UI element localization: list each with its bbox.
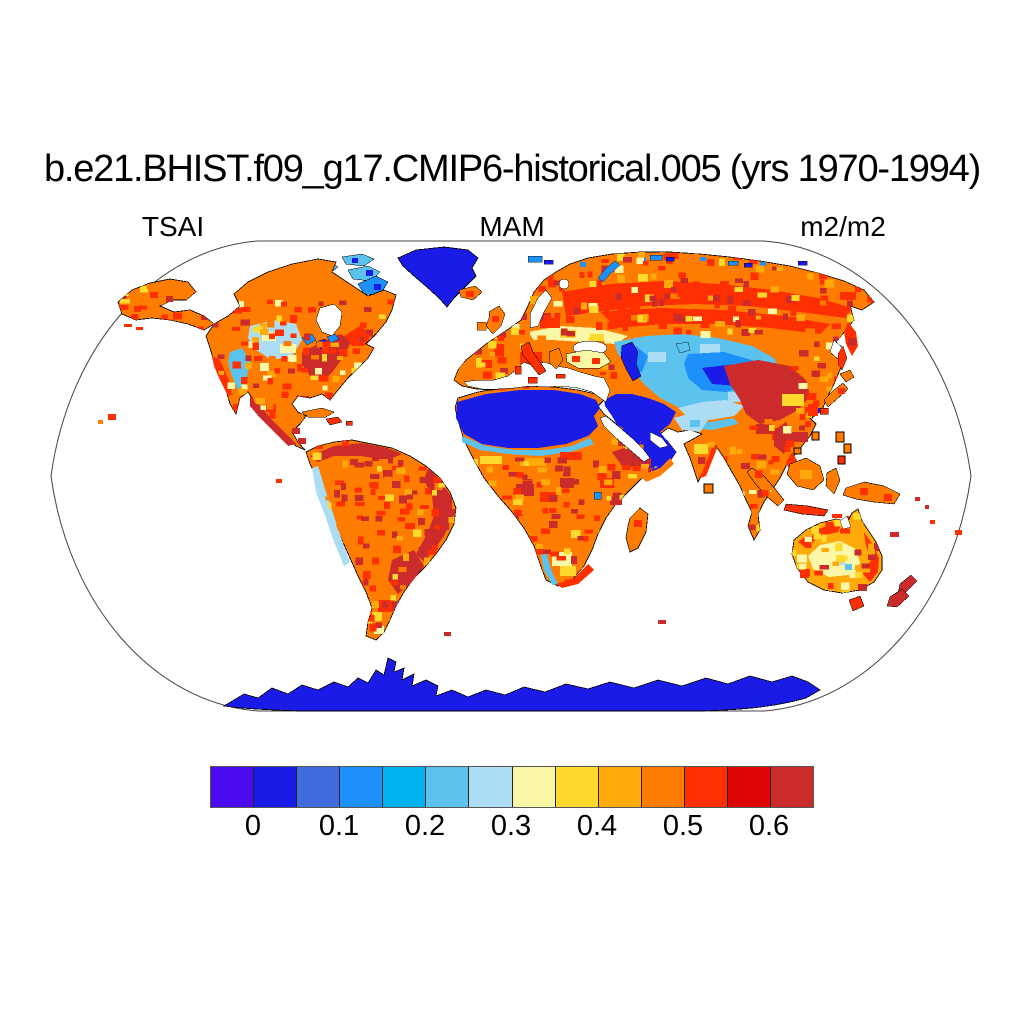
ireland xyxy=(476,321,487,331)
japan xyxy=(819,369,855,415)
crete xyxy=(555,373,566,379)
sardinia xyxy=(514,365,522,375)
white-sea xyxy=(558,278,570,290)
colorbar-segment-6 xyxy=(469,767,513,807)
iceland-patch xyxy=(466,291,474,297)
colorbar-segment-12 xyxy=(727,767,772,807)
colorbar-segment-13 xyxy=(771,767,814,807)
great-britain-patch xyxy=(492,316,499,322)
colorbar-segment-2 xyxy=(297,767,341,807)
plot-title: b.e21.BHIST.f09_g17.CMIP6-historical.005… xyxy=(43,148,981,190)
tasmania xyxy=(848,595,865,612)
colorbar-segment-3 xyxy=(340,767,384,807)
colorbar-segment-0 xyxy=(211,767,255,807)
caspian-sea xyxy=(620,341,642,382)
madagascar-patch xyxy=(634,520,642,527)
arctic-islands-eurasia xyxy=(527,254,808,283)
aleutian-islands xyxy=(124,324,143,330)
sakhalin xyxy=(837,345,848,371)
gulf-of-carpentaria xyxy=(839,515,852,530)
greece xyxy=(548,347,564,370)
red-sea xyxy=(599,415,651,463)
units-label: m2/m2 xyxy=(800,211,886,242)
baltic-sea xyxy=(529,289,553,329)
aral-sea xyxy=(675,341,691,354)
colorbar-segment-11 xyxy=(684,767,728,807)
greenland xyxy=(397,246,479,308)
arctic-archipelago xyxy=(285,253,389,296)
colorbar-segment-9 xyxy=(598,767,642,807)
madagascar xyxy=(625,507,649,553)
italy xyxy=(520,341,547,376)
antarctica xyxy=(222,657,821,712)
variable-label: TSAI xyxy=(141,211,205,242)
new-zealand xyxy=(886,574,918,608)
colorbar-segment-1 xyxy=(254,767,298,807)
season-label: MAM xyxy=(479,211,545,242)
anatolia-patch xyxy=(572,356,580,362)
colorbar-segment-10 xyxy=(641,767,685,807)
caribbean-islands xyxy=(301,407,353,426)
hudson-bay xyxy=(315,303,343,337)
anatolia-patch2 xyxy=(592,358,600,364)
colorbar-segment-5 xyxy=(426,767,470,807)
cyprus xyxy=(600,372,606,375)
colorbar-segment-4 xyxy=(383,767,427,807)
colorbar-segment-8 xyxy=(555,767,599,807)
persian-gulf xyxy=(649,431,669,449)
ocean-island-specks xyxy=(98,292,962,636)
colorbar-segment-7 xyxy=(512,767,556,807)
colorbar xyxy=(210,766,814,808)
sicily xyxy=(527,376,538,384)
southeast-asia-islands xyxy=(703,431,901,520)
